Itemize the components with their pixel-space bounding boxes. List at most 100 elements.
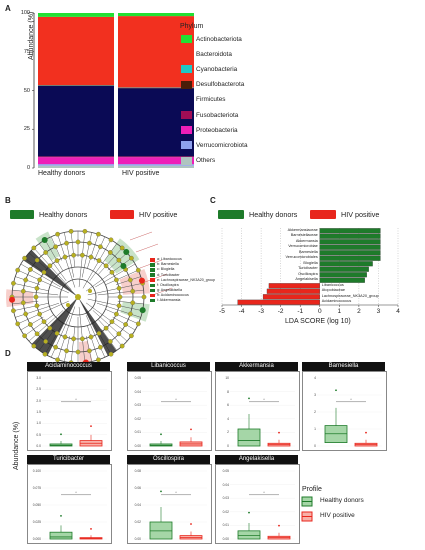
legend-swatch [181, 126, 192, 135]
lda-bar [319, 272, 367, 278]
lda-bar-label: Verrucomicrobiales [285, 255, 318, 260]
significance-star: * [263, 397, 265, 402]
boxplot-y-tick-label: 0.05 [134, 376, 141, 380]
cladogram [6, 229, 173, 369]
clade-branch [78, 306, 86, 363]
c-legend-healthy-swatch [218, 210, 244, 219]
c-legend-hiv-swatch [310, 210, 336, 219]
clade-node [127, 277, 133, 283]
clade-node [22, 333, 27, 339]
clade-node [108, 351, 114, 357]
profile-legend-healthy: Healthy donors [320, 497, 364, 504]
clade-node [80, 336, 85, 342]
stack-segment [38, 85, 114, 157]
boxplot-graphics: * [42, 470, 107, 540]
clade-node [53, 244, 58, 250]
cladogram-key-swatch [150, 273, 155, 277]
clade-node [71, 252, 76, 258]
box-outlier [90, 425, 92, 428]
boxplot-y-tick-label: 1.5 [36, 410, 41, 414]
phylum-legend-item: Firmicutes [181, 95, 225, 104]
clade-node [54, 258, 60, 263]
clade-node [88, 334, 94, 340]
clade-node [75, 239, 81, 245]
lda-x-tick-label: -1 [297, 308, 304, 315]
clade-highlight-node [41, 237, 48, 244]
clade-branch [82, 239, 112, 289]
cladogram-key-item: f: Oscillospira [157, 282, 179, 287]
cladogram-key-item: d: Turicibacter [157, 272, 180, 277]
clade-node [82, 229, 88, 234]
boxplot-panel: * 0 2 4 6 8 10 [215, 371, 300, 451]
clade-node [23, 311, 29, 317]
lda-bar-label: Akkermansiaceae [287, 227, 318, 232]
lda-bar [319, 228, 381, 234]
box-outlier [248, 397, 250, 400]
clade-node [43, 339, 49, 344]
cladogram-key-item: h: Acidaminococcus [157, 292, 189, 297]
clade-node [41, 269, 47, 275]
lda-bar [266, 288, 320, 294]
clade-node [15, 321, 21, 327]
clade-branch [97, 319, 123, 347]
phylum-legend-item: Verrucomicrobiota [181, 141, 248, 150]
clade-shade [35, 231, 60, 261]
clade-node [34, 285, 40, 291]
boxplot-y-tick-label: 0.06 [134, 486, 141, 490]
boxplot-y-tick-label: 0 [314, 444, 316, 448]
clade-branch [105, 269, 139, 286]
clade-node [22, 255, 27, 261]
clade-shade [120, 301, 150, 322]
clade-branch [96, 302, 141, 318]
clade-branch [13, 283, 49, 292]
stack-segment [38, 165, 114, 168]
clade-node [75, 294, 81, 300]
boxplot-y-tick-label: 0.03 [134, 403, 141, 408]
clade-node [87, 348, 92, 354]
boxplot-graphics: * [142, 377, 207, 447]
clade-node [96, 357, 101, 363]
cladogram-key-swatch [150, 268, 155, 272]
clade-label-mark [129, 231, 153, 241]
boxplot-y-tick-label: 0.02 [134, 416, 141, 421]
a-y-tick-label: 50 [23, 87, 30, 94]
boxplot-y-tick-label: 6 [227, 403, 229, 408]
legend-label: Proteobacteria [196, 126, 238, 134]
legend-label: Others [196, 157, 216, 165]
lda-bar-label: Oscillospira [298, 271, 318, 276]
legend-swatch [181, 50, 192, 59]
stack-segment [118, 156, 194, 158]
phylum-legend-item: Fusobacteriota [181, 111, 238, 119]
clade-node [87, 240, 92, 246]
boxplot-y-tick-label: 0.075 [32, 486, 41, 490]
clade-branch [105, 308, 139, 325]
legend-label: Bacteroidota [196, 50, 232, 58]
phylum-legend-title: Phylum [180, 23, 204, 30]
significance-star: * [75, 397, 77, 402]
legend-swatch [181, 35, 192, 43]
lda-chart-graphics [221, 228, 399, 307]
boxplot-y-tick-label: 0.03 [222, 496, 229, 501]
clade-node [15, 267, 21, 273]
clade-node [135, 321, 141, 327]
clade-node [129, 333, 134, 339]
clade-node [43, 250, 49, 255]
stack-segment [38, 157, 114, 165]
cladogram-key-swatch [150, 263, 155, 267]
clade-dense [78, 297, 117, 356]
panel-label-b: B [5, 196, 11, 205]
clade-node [62, 254, 68, 260]
boxplot-panel-title: Oscillospira [127, 455, 210, 464]
clade-node [20, 288, 26, 294]
legend-label: Verrucomicrobiota [196, 141, 248, 149]
clade-shade [119, 268, 150, 295]
boxplot-y-tick-label: 0.5 [36, 432, 41, 437]
boxplot-y-tick-label: 0.04 [134, 503, 141, 507]
clade-node [11, 308, 16, 314]
boxplot-y-tick-label: 3.0 [36, 376, 41, 380]
clade-node [119, 245, 125, 251]
phylum-legend-item: Cyanobacteria [181, 65, 237, 74]
legend-swatch [181, 141, 192, 150]
clade-node [28, 267, 33, 272]
clade-node [23, 277, 29, 283]
